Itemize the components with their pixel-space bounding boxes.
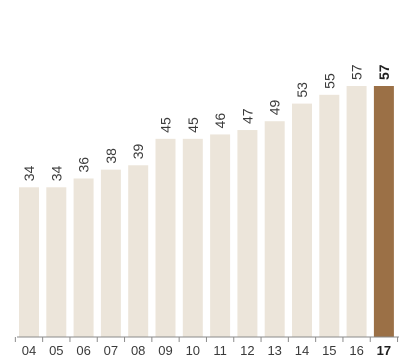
value-label-13: 49 bbox=[267, 99, 283, 115]
value-label-05: 34 bbox=[48, 165, 64, 181]
x-axis-tick-labels: 04 05 06 07 08 09 10 11 12 13 14 15 16 17 bbox=[22, 343, 391, 358]
x-tick-label-11: 11 bbox=[213, 343, 227, 358]
x-tick-label-15: 15 bbox=[322, 343, 336, 358]
bar-07 bbox=[100, 169, 121, 337]
bar-10 bbox=[182, 138, 203, 337]
x-tick-label-12: 12 bbox=[240, 343, 254, 358]
bar-14 bbox=[292, 103, 312, 337]
x-tick-label-13: 13 bbox=[267, 343, 281, 358]
bar-17 bbox=[373, 86, 394, 337]
value-label-14: 53 bbox=[294, 82, 310, 98]
x-tick-label-05: 05 bbox=[49, 343, 63, 358]
value-label-06: 36 bbox=[76, 157, 92, 173]
bars bbox=[19, 86, 394, 337]
value-label-15: 55 bbox=[321, 73, 337, 89]
value-label-09: 45 bbox=[158, 117, 174, 133]
bar-15 bbox=[319, 94, 340, 337]
bar-13 bbox=[264, 121, 285, 337]
bar-05 bbox=[46, 187, 67, 337]
value-label-12: 47 bbox=[239, 108, 255, 124]
x-tick-label-16: 16 bbox=[349, 343, 363, 358]
value-label-08: 39 bbox=[130, 143, 146, 159]
x-tick-label-04: 04 bbox=[22, 343, 36, 358]
bar-06 bbox=[73, 178, 94, 337]
x-tick-label-07: 07 bbox=[104, 343, 118, 358]
bar-08 bbox=[128, 165, 149, 337]
value-label-04: 34 bbox=[21, 165, 37, 181]
x-tick-label-10: 10 bbox=[186, 343, 200, 358]
bar-09 bbox=[155, 138, 176, 337]
bar-11 bbox=[210, 134, 231, 337]
x-tick-label-08: 08 bbox=[131, 343, 145, 358]
bar-12 bbox=[237, 130, 258, 337]
bar-04 bbox=[19, 187, 39, 337]
value-labels: 34 34 36 38 39 45 45 46 47 49 53 55 57 57 bbox=[21, 64, 392, 181]
value-label-17: 57 bbox=[376, 64, 392, 80]
x-tick-label-14: 14 bbox=[295, 343, 309, 358]
value-label-10: 45 bbox=[185, 117, 201, 133]
x-tick-label-17: 17 bbox=[377, 343, 391, 358]
x-tick-label-06: 06 bbox=[76, 343, 90, 358]
value-label-16: 57 bbox=[349, 64, 365, 80]
x-tick-label-09: 09 bbox=[158, 343, 172, 358]
bar-16 bbox=[346, 86, 367, 337]
value-label-07: 38 bbox=[103, 148, 119, 164]
value-label-11: 46 bbox=[212, 113, 228, 129]
x-axis-ticks bbox=[14, 337, 399, 342]
